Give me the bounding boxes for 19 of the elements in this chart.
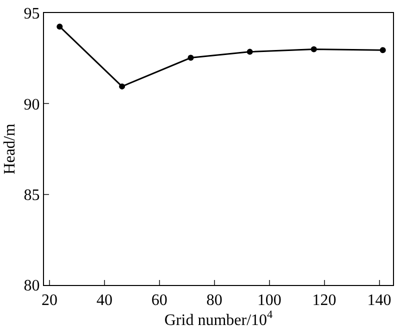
- x-tick-label: 20: [42, 292, 58, 310]
- point: [380, 47, 386, 54]
- y-tick-label: 90: [24, 96, 40, 114]
- x-tick-label: 40: [96, 292, 112, 310]
- point: [56, 24, 63, 30]
- x-axis-title: Grid number/10$^{4}$: [164, 309, 274, 329]
- point: [119, 83, 126, 90]
- y-tick-label: 95: [24, 6, 40, 23]
- y-tick-label: 85: [24, 186, 40, 204]
- x-tick-label: 60: [151, 292, 168, 310]
- x-tick-label: 80: [206, 292, 222, 310]
- y-axis-title: Head/m: [2, 123, 19, 174]
- point: [246, 48, 253, 55]
- y-tick-label: 80: [24, 278, 40, 295]
- x-tick-label: 120: [312, 292, 336, 310]
- x-tick-label: 100: [257, 292, 282, 310]
- point: [188, 54, 194, 61]
- x-tick-label: 140: [367, 292, 392, 310]
- point: [310, 46, 317, 52]
